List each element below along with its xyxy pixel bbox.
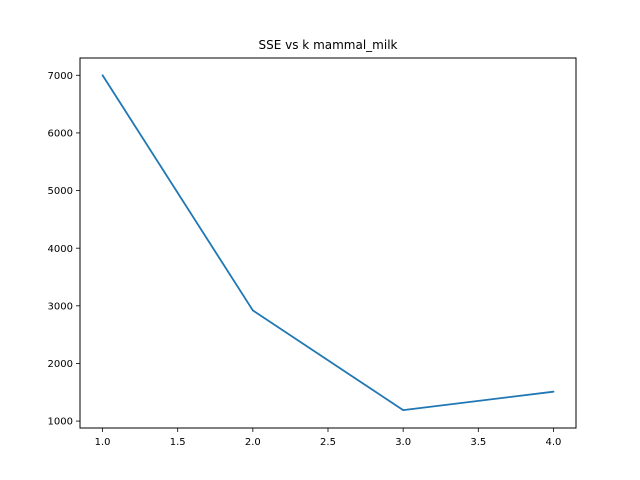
data-point [552, 390, 555, 393]
data-point [101, 74, 104, 77]
y-tick-label: 3000 [48, 301, 73, 312]
series-line-0 [101, 74, 554, 412]
x-tick-label: 4.0 [546, 437, 562, 448]
y-axis: 1000 2000 3000 4000 5000 6000 7000 [48, 71, 80, 428]
data-point [251, 309, 254, 312]
x-tick-label: 1.0 [95, 437, 111, 448]
y-tick-label: 2000 [48, 359, 73, 370]
x-tick-label: 1.5 [170, 437, 186, 448]
data-point [402, 409, 405, 412]
y-tick-label: 4000 [48, 244, 73, 255]
y-tick-label: 6000 [48, 129, 73, 140]
x-tick-label: 2.0 [245, 437, 261, 448]
y-tick-label: 7000 [48, 71, 73, 82]
plot-area [101, 74, 555, 412]
y-tick-label: 1000 [48, 417, 73, 428]
y-tick-label: 5000 [48, 186, 73, 197]
x-tick-label: 3.0 [395, 437, 411, 448]
x-axis: 1.0 1.5 2.0 2.5 3.0 3.5 4.0 [95, 428, 562, 448]
chart-title: SSE vs k mammal_milk [259, 38, 398, 52]
x-tick-label: 2.5 [320, 437, 336, 448]
x-tick-label: 3.5 [470, 437, 486, 448]
